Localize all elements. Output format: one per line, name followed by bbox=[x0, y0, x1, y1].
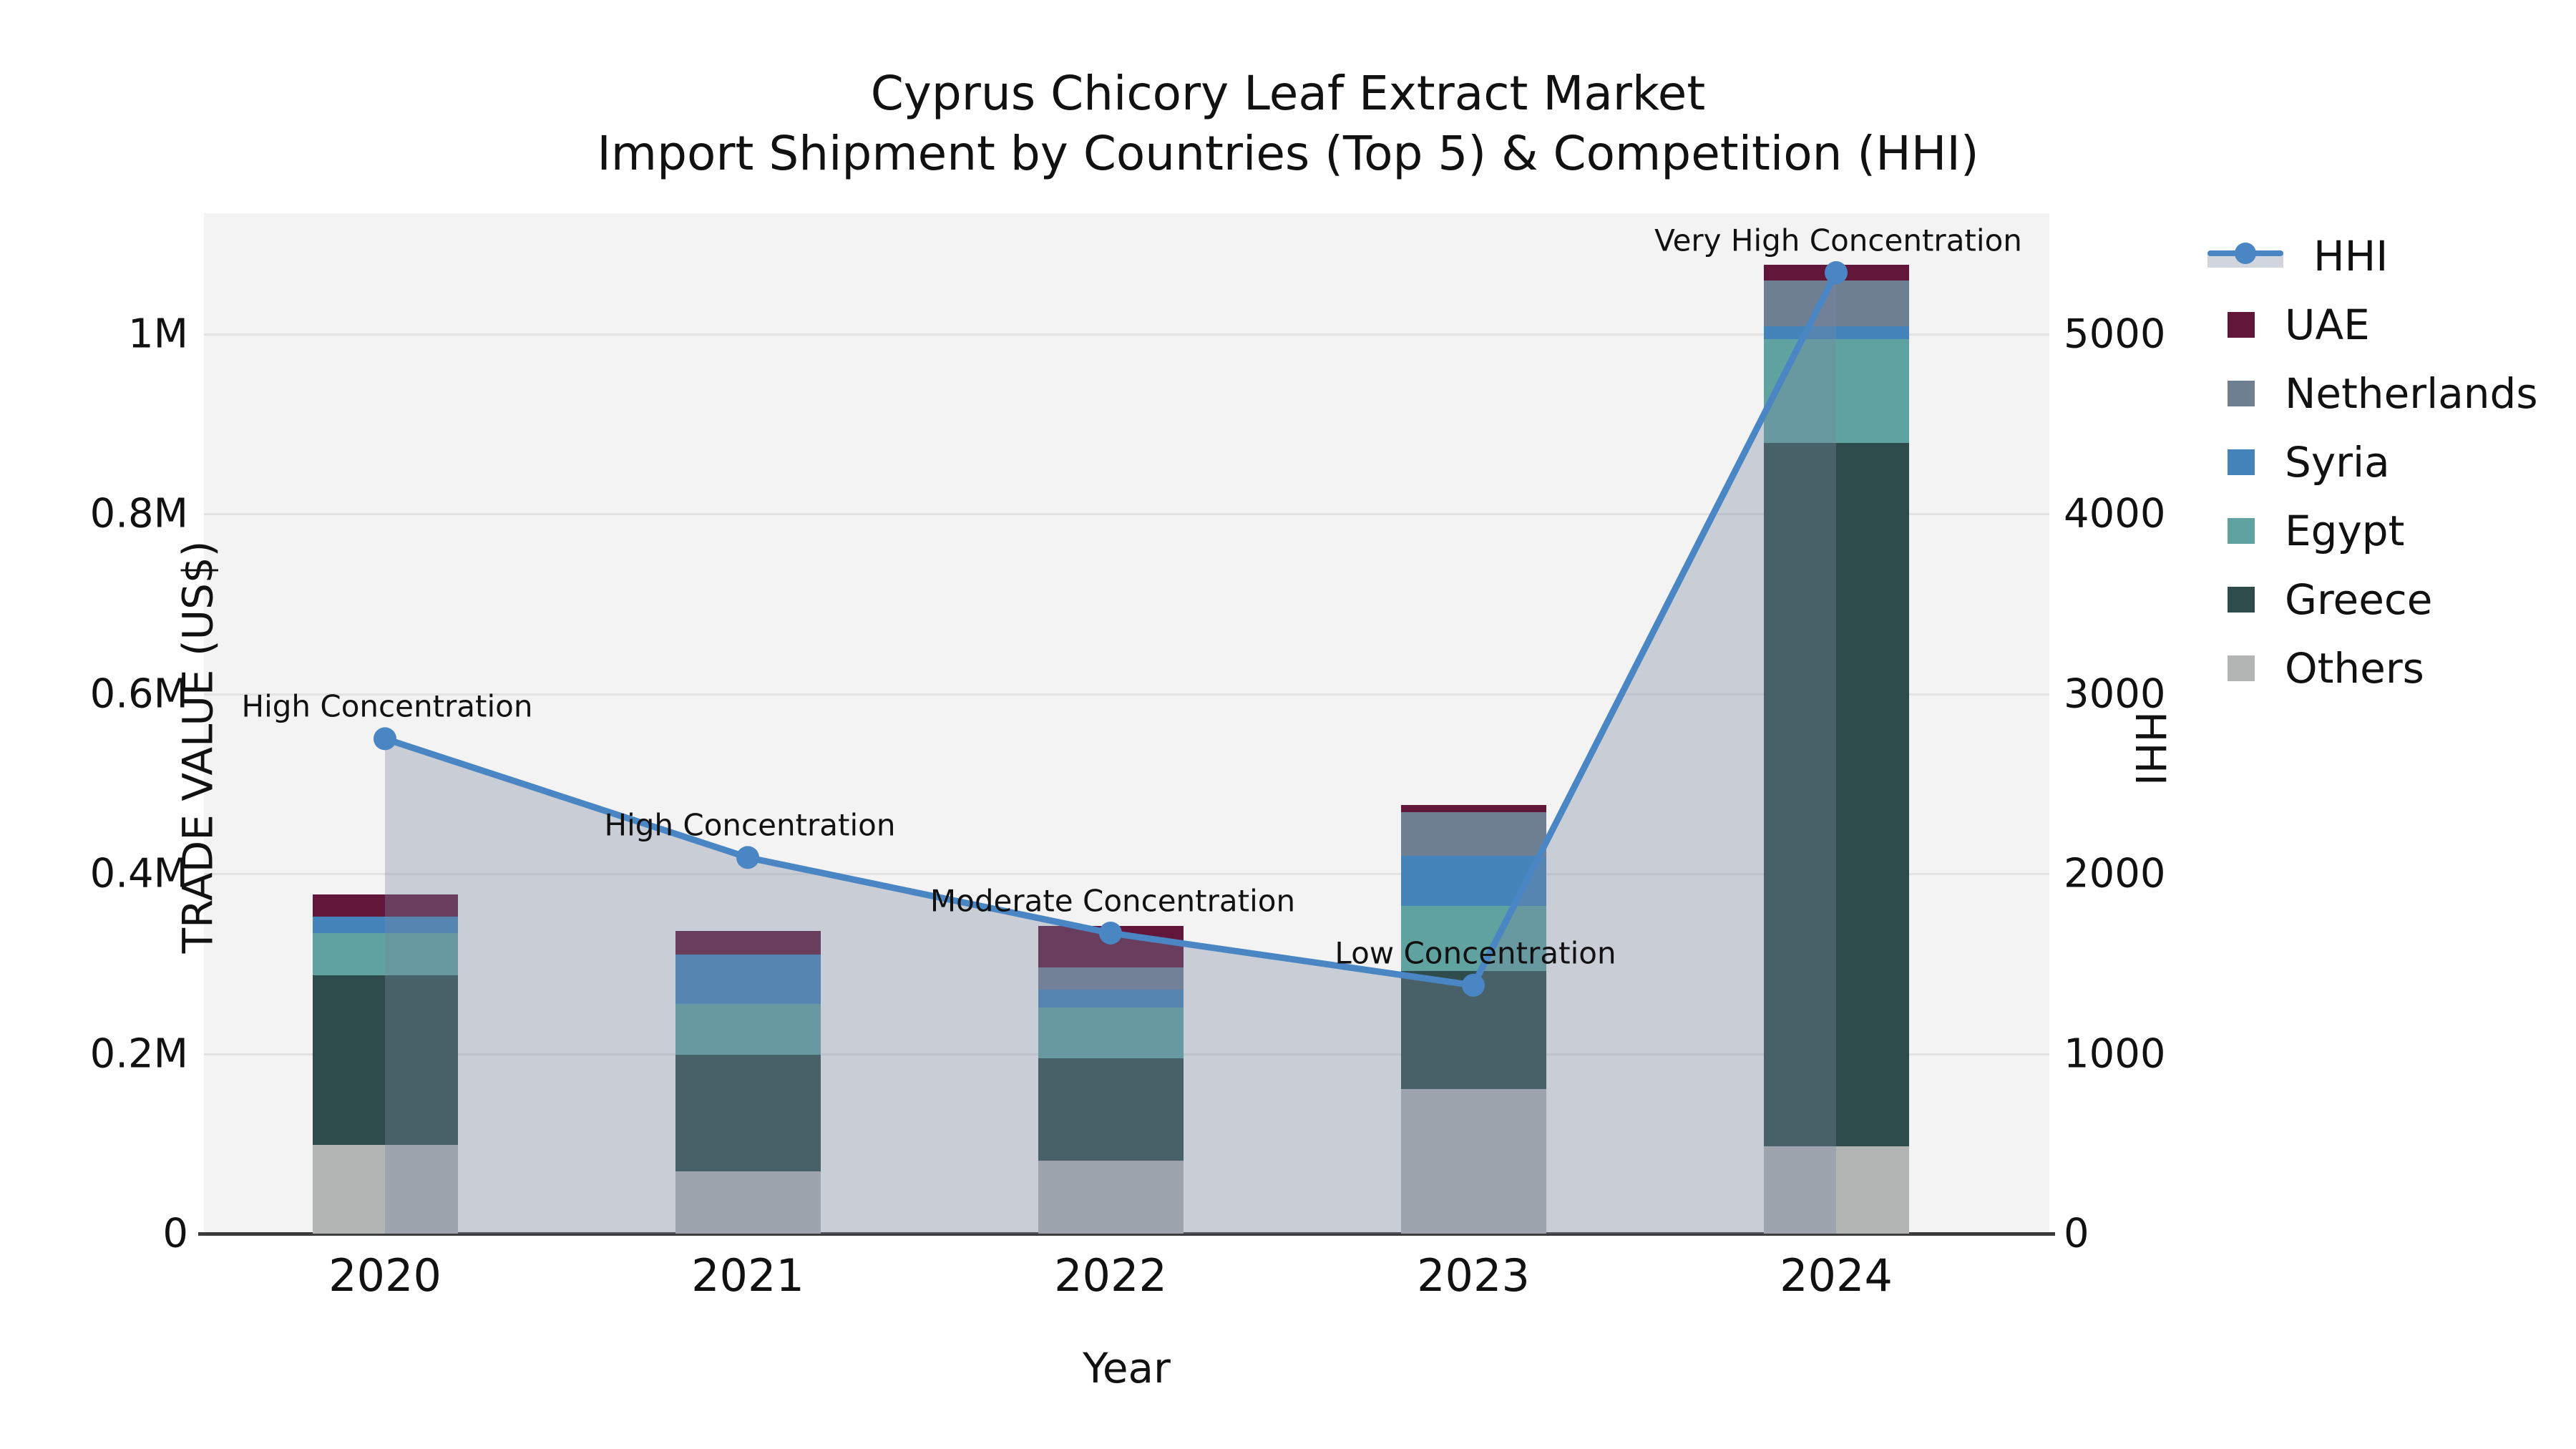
gridline-400k bbox=[204, 873, 2049, 875]
legend-item-others: Others bbox=[2207, 634, 2424, 703]
bar-segment-netherlands-2022 bbox=[1038, 967, 1184, 990]
bar-segment-egypt-2023 bbox=[1400, 906, 1546, 971]
hhi-area-fill bbox=[385, 272, 1836, 1234]
legend-label-egypt: Egypt bbox=[2285, 507, 2405, 555]
legend-item-hhi: HHI bbox=[2207, 222, 2388, 291]
bar-segment-others-2024 bbox=[1763, 1146, 1909, 1234]
annotation-2024: Very High Concentration bbox=[1654, 223, 2022, 258]
bar-segment-syria-2024 bbox=[1763, 326, 1909, 340]
legend-item-greece: Greece bbox=[2207, 565, 2432, 634]
legend-label-netherlands: Netherlands bbox=[2285, 369, 2538, 418]
legend-swatch-egypt bbox=[2228, 518, 2255, 544]
gridline-600k bbox=[204, 693, 2049, 696]
legend-item-netherlands: Netherlands bbox=[2207, 359, 2538, 428]
chart-title-line2: Import Shipment by Countries (Top 5) & C… bbox=[597, 126, 1979, 181]
legend-label-hhi: HHI bbox=[2313, 232, 2389, 280]
bar-segment-others-2021 bbox=[675, 1171, 821, 1234]
legend-label-syria: Syria bbox=[2285, 438, 2390, 487]
y-right-tick-3000: 3000 bbox=[2064, 670, 2166, 717]
hhi-marker-2023 bbox=[1462, 973, 1485, 997]
annotation-2023: Low Concentration bbox=[1335, 935, 1616, 971]
y-right-tick-1000: 1000 bbox=[2064, 1030, 2166, 1077]
bar-segment-uae-2021 bbox=[675, 931, 821, 955]
x-axis-label: Year bbox=[1083, 1344, 1171, 1392]
bar-segment-greece-2020 bbox=[312, 975, 458, 1145]
bar-segment-syria-2023 bbox=[1400, 855, 1546, 907]
bar-segment-uae-2023 bbox=[1400, 805, 1546, 813]
x-tick-2022: 2022 bbox=[1054, 1249, 1167, 1302]
y-left-tick-0.4M: 0.4M bbox=[89, 850, 188, 897]
bar-segment-egypt-2022 bbox=[1038, 1008, 1184, 1058]
y-right-tick-0: 0 bbox=[2064, 1210, 2089, 1257]
hhi-legend-sample-icon bbox=[2207, 243, 2283, 269]
x-axis-line bbox=[198, 1232, 2055, 1236]
legend-swatch-uae bbox=[2228, 312, 2255, 338]
bar-segment-netherlands-2023 bbox=[1400, 812, 1546, 856]
annotation-2022: Moderate Concentration bbox=[930, 883, 1296, 919]
bar-segment-syria-2022 bbox=[1038, 990, 1184, 1008]
x-tick-2023: 2023 bbox=[1417, 1249, 1530, 1302]
y-right-tick-4000: 4000 bbox=[2064, 490, 2166, 537]
bar-segment-greece-2024 bbox=[1763, 442, 1909, 1147]
y-right-tick-2000: 2000 bbox=[2064, 850, 2166, 897]
legend-label-uae: UAE bbox=[2285, 301, 2370, 349]
bar-segment-egypt-2021 bbox=[675, 1004, 821, 1055]
x-tick-2021: 2021 bbox=[691, 1249, 804, 1302]
legend-label-others: Others bbox=[2285, 644, 2424, 693]
gridline-800k bbox=[204, 513, 2049, 515]
bar-segment-egypt-2024 bbox=[1763, 339, 1909, 443]
hhi-marker-2024 bbox=[1825, 260, 1848, 284]
y-left-tick-1M: 1M bbox=[128, 311, 188, 357]
legend-swatch-greece bbox=[2228, 587, 2255, 613]
bar-segment-syria-2020 bbox=[312, 917, 458, 933]
x-tick-2024: 2024 bbox=[1780, 1249, 1893, 1302]
legend-swatch-syria bbox=[2228, 449, 2255, 475]
hhi-marker-2022 bbox=[1099, 921, 1122, 945]
legend-item-uae: UAE bbox=[2207, 291, 2370, 359]
y-left-tick-0.2M: 0.2M bbox=[89, 1030, 188, 1077]
legend-swatch-others bbox=[2228, 655, 2255, 681]
chart-title-line1: Cyprus Chicory Leaf Extract Market bbox=[870, 66, 1706, 121]
bar-segment-greece-2021 bbox=[675, 1054, 821, 1172]
legend-swatch-netherlands bbox=[2228, 381, 2255, 406]
bar-segment-syria-2021 bbox=[675, 955, 821, 1005]
gridline-1000k bbox=[204, 333, 2049, 336]
x-tick-2020: 2020 bbox=[328, 1249, 441, 1302]
legend-label-greece: Greece bbox=[2285, 575, 2433, 624]
hhi-marker-2021 bbox=[736, 846, 759, 869]
bar-segment-egypt-2020 bbox=[312, 932, 458, 976]
bar-segment-others-2020 bbox=[312, 1144, 458, 1234]
bar-segment-others-2022 bbox=[1038, 1161, 1184, 1234]
y-left-tick-0: 0 bbox=[162, 1210, 188, 1257]
legend-item-egypt: Egypt bbox=[2207, 497, 2404, 565]
bar-segment-others-2023 bbox=[1400, 1088, 1546, 1234]
y-left-tick-0.6M: 0.6M bbox=[89, 670, 188, 717]
y-left-tick-0.8M: 0.8M bbox=[89, 490, 188, 537]
bar-segment-greece-2022 bbox=[1038, 1058, 1184, 1161]
hhi-marker-2020 bbox=[374, 727, 396, 751]
bar-segment-netherlands-2024 bbox=[1763, 280, 1909, 327]
legend-item-syria: Syria bbox=[2207, 428, 2390, 497]
y-right-tick-5000: 5000 bbox=[2064, 311, 2166, 357]
bar-segment-uae-2020 bbox=[312, 894, 458, 917]
annotation-2021: High Concentration bbox=[604, 807, 896, 843]
annotation-2020: High Concentration bbox=[241, 688, 533, 724]
